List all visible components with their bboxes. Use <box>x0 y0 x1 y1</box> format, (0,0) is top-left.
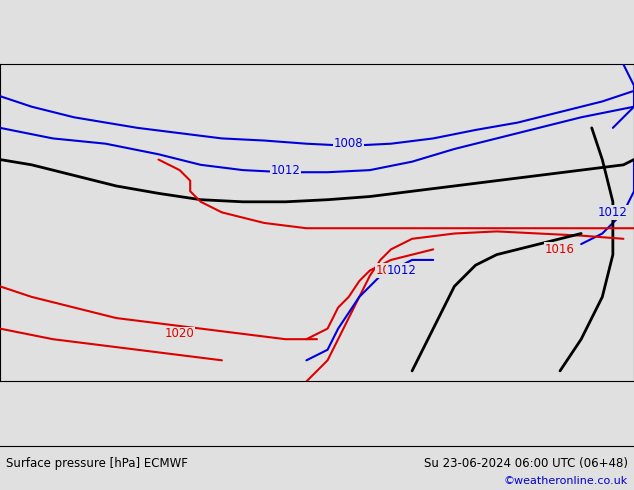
Text: 1020: 1020 <box>165 327 195 341</box>
Text: 1012: 1012 <box>387 264 417 277</box>
Text: 1012: 1012 <box>270 164 301 176</box>
Text: 1013: 1013 <box>376 264 406 277</box>
Text: Surface pressure [hPa] ECMWF: Surface pressure [hPa] ECMWF <box>6 457 188 469</box>
Text: 1016: 1016 <box>545 243 575 256</box>
Text: 1012: 1012 <box>598 206 628 219</box>
Text: Su 23-06-2024 06:00 UTC (06+48): Su 23-06-2024 06:00 UTC (06+48) <box>424 457 628 469</box>
Text: ©weatheronline.co.uk: ©weatheronline.co.uk <box>503 476 628 486</box>
Text: 1008: 1008 <box>334 137 363 150</box>
